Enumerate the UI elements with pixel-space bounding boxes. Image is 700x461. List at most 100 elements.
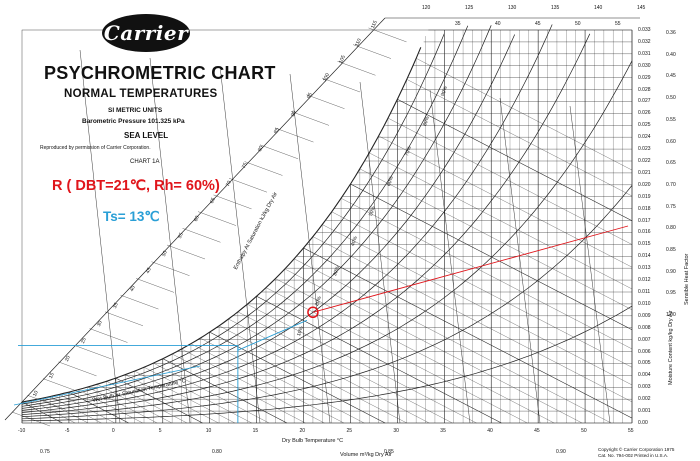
dry-bulb-tick: -5 (64, 428, 70, 434)
wet-bulb-line (378, 135, 633, 268)
wet-bulb-line (322, 224, 633, 386)
shf-tick: 0.95 (666, 290, 676, 297)
wet-bulb-line (143, 367, 252, 424)
wet-bulb-line (406, 79, 633, 197)
moisture-tick: 0.001 (638, 408, 651, 415)
dry-bulb-tick: 0 (111, 428, 115, 434)
wet-bulb-line (350, 183, 633, 331)
saturation-tick: 35 (455, 21, 461, 27)
moisture-tick: 0.009 (638, 312, 651, 319)
shf-tick: 0.50 (666, 95, 676, 102)
shf-tick: 0.90 (666, 268, 676, 275)
enthalpy-tick (135, 278, 175, 293)
moisture-tick: 0.032 (638, 38, 651, 45)
volume-line (219, 65, 261, 424)
saturation-tick: 55 (615, 21, 621, 27)
saturation-tick: 50 (575, 21, 581, 27)
enthalpy-tick (151, 261, 190, 276)
pressure-label: Barometric Pressure 101.325 kPa (82, 118, 185, 125)
dry-bulb-tick: 45 (534, 428, 540, 434)
shf-tick: 0.70 (666, 181, 676, 188)
enthalpy-tick (259, 144, 299, 159)
shf-tick: 0.60 (666, 138, 676, 145)
dry-bulb-axis-label: Dry Bulb Temperature °C (282, 438, 344, 444)
moisture-tick: 0.023 (638, 146, 651, 153)
wet-bulb-line (31, 400, 76, 424)
wet-bulb-line (303, 247, 633, 419)
enthalpy-tick (244, 161, 283, 176)
enthalpy-tick (368, 27, 407, 43)
dry-bulb-tick: 25 (346, 428, 353, 434)
supply-line (18, 319, 308, 351)
moisture-tick: 0.006 (638, 348, 651, 355)
moisture-tick: 0.021 (638, 169, 651, 176)
wet-bulb-line (341, 198, 633, 350)
reproduced-note: Reproduced by permission of Carrier Corp… (40, 145, 151, 151)
enthalpy-tick (73, 345, 113, 360)
dry-bulb-tick: 15 (252, 428, 259, 434)
enthalpy-tick (337, 61, 376, 76)
altitude-label: SEA LEVEL (124, 131, 169, 140)
moisture-tick: 0.016 (638, 229, 651, 236)
dry-bulb-tick: 5 (158, 428, 162, 434)
moisture-tick: 0.012 (638, 277, 651, 284)
saturation-curve (21, 47, 422, 403)
dry-bulb-tick: 50 (581, 428, 587, 434)
wet-bulb-line (275, 278, 555, 424)
rh-curve (21, 24, 553, 413)
enthalpy-tick-top: 135 (551, 5, 560, 11)
carrier-logo: Carrier (102, 14, 190, 52)
wet-bulb-line (331, 211, 633, 368)
chart-frame (21, 29, 633, 424)
enthalpy-tick (11, 411, 51, 427)
moisture-tick: 0.020 (638, 181, 651, 188)
volume-tick: 0.85 (384, 449, 394, 455)
dry-bulb-tick: 10 (205, 428, 212, 434)
enthalpy-tick (42, 378, 82, 393)
enthalpy-tick (228, 178, 268, 193)
state-point-annotation: R ( DBT=21℃, Rh= 60%) (52, 178, 220, 194)
moisture-tick: 0.019 (638, 193, 651, 200)
shf-tick: 0.85 (666, 247, 676, 253)
wet-bulb-line (416, 58, 633, 171)
enthalpy-tick (290, 111, 330, 126)
shf-tick: 0.65 (666, 160, 676, 167)
enthalpy-tick (89, 328, 128, 343)
moisture-tick: 0.018 (638, 205, 651, 212)
volume-tick: 0.80 (212, 449, 222, 455)
wet-bulb-line (312, 236, 633, 403)
supply-temp-annotation: Ts= 13℃ (103, 209, 160, 224)
rh-curve (21, 34, 516, 411)
wet-bulb-line (359, 168, 633, 310)
volume-line (429, 89, 471, 424)
page-subtitle: NORMAL TEMPERATURES (64, 88, 218, 100)
wet-bulb-line (172, 353, 306, 424)
dry-bulb-tick: 55 (628, 428, 634, 434)
shf-axis-label: Sensible Heat Factor (684, 253, 690, 305)
shf-tick: 0.45 (666, 73, 676, 80)
enthalpy-tick (120, 294, 159, 310)
wet-bulb-line (134, 370, 235, 424)
copyright-line-2: Cat. No. 794-002 Printed in U.S.A. (598, 452, 669, 458)
wet-bulb-line (369, 152, 633, 290)
dry-bulb-tick: 20 (299, 428, 306, 434)
enthalpy-scale-line (4, 17, 386, 421)
moisture-tick: 0.017 (638, 217, 651, 224)
wet-bulb-line (190, 343, 345, 424)
volume-line (569, 105, 611, 424)
wet-bulb-line (87, 386, 158, 424)
enthalpy-tick (213, 194, 252, 210)
rh-curve (21, 305, 633, 422)
dry-bulb-tick: 30 (393, 428, 399, 434)
enthalpy-tick (166, 244, 206, 260)
rh-curve (21, 60, 633, 418)
moisture-tick: 0.022 (638, 158, 651, 164)
moisture-tick: 0.029 (638, 74, 651, 81)
copyright: Copyright © Carrier Corporation 1975 Cat… (598, 447, 674, 458)
dry-bulb-tick: -10 (18, 428, 26, 434)
chart-number: CHART 1A (130, 159, 160, 165)
enthalpy-tick-top: 140 (594, 5, 603, 11)
enthalpy-tick (58, 361, 97, 377)
rh-curves (21, 24, 633, 422)
